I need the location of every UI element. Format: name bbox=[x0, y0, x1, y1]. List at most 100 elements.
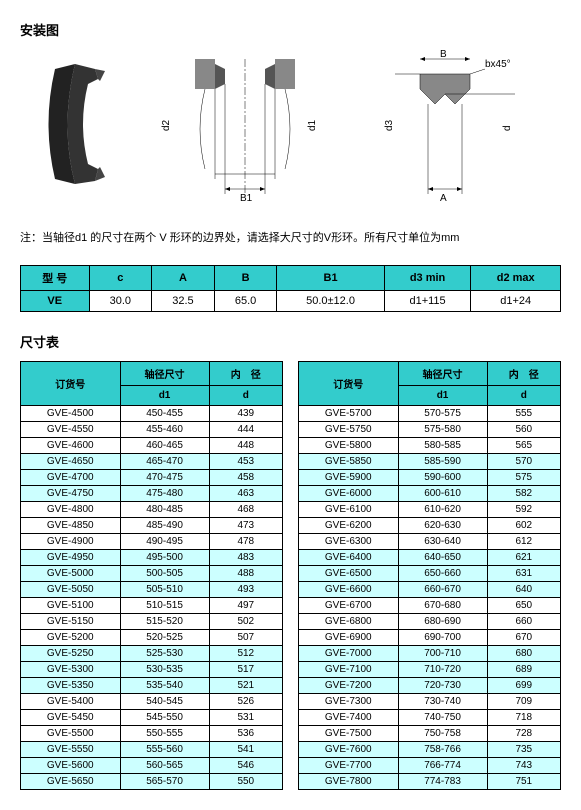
table-row: GVE-5400540-545526 bbox=[21, 694, 283, 710]
table-cell: 517 bbox=[209, 662, 282, 678]
spec-h-c: c bbox=[89, 266, 152, 291]
table-row: GVE-5650565-570550 bbox=[21, 774, 283, 790]
spec-h-A: A bbox=[152, 266, 215, 291]
spec-model: VE bbox=[21, 291, 90, 312]
table-row: GVE-5200520-525507 bbox=[21, 630, 283, 646]
table-cell: GVE-5150 bbox=[21, 614, 121, 630]
table-row: GVE-6800680-690660 bbox=[299, 614, 561, 630]
table-cell: 570 bbox=[487, 454, 560, 470]
table-cell: GVE-6400 bbox=[299, 550, 399, 566]
h-shaft: 轴径尺寸 bbox=[120, 362, 209, 386]
table-row: GVE-6200620-630602 bbox=[299, 518, 561, 534]
table-cell: GVE-5500 bbox=[21, 726, 121, 742]
table-cell: 473 bbox=[209, 518, 282, 534]
table-cell: GVE-5700 bbox=[299, 406, 399, 422]
table-cell: GVE-4800 bbox=[21, 502, 121, 518]
table-row: GVE-5750575-580560 bbox=[299, 422, 561, 438]
table-cell: GVE-5550 bbox=[21, 742, 121, 758]
table-row: GVE-7600758-766735 bbox=[299, 742, 561, 758]
table-cell: GVE-7200 bbox=[299, 678, 399, 694]
table-cell: GVE-5450 bbox=[21, 710, 121, 726]
table-cell: GVE-5200 bbox=[21, 630, 121, 646]
spec-d3min: d1+115 bbox=[384, 291, 471, 312]
table-row: GVE-5150515-520502 bbox=[21, 614, 283, 630]
table-cell: 670 bbox=[487, 630, 560, 646]
table-cell: 751 bbox=[487, 774, 560, 790]
table-row: GVE-5450545-550531 bbox=[21, 710, 283, 726]
table-cell: 510-515 bbox=[120, 598, 209, 614]
table-row: GVE-6500650-660631 bbox=[299, 566, 561, 582]
table-cell: 570-575 bbox=[398, 406, 487, 422]
table-cell: GVE-5300 bbox=[21, 662, 121, 678]
table-cell: 690-700 bbox=[398, 630, 487, 646]
table-cell: 650-660 bbox=[398, 566, 487, 582]
table-cell: GVE-4500 bbox=[21, 406, 121, 422]
table-cell: 640-650 bbox=[398, 550, 487, 566]
table-cell: GVE-5050 bbox=[21, 582, 121, 598]
table-cell: 493 bbox=[209, 582, 282, 598]
spec-c: 30.0 bbox=[89, 291, 152, 312]
table-cell: 766-774 bbox=[398, 758, 487, 774]
h-order: 订货号 bbox=[21, 362, 121, 406]
table-cell: 458 bbox=[209, 470, 282, 486]
table-cell: 468 bbox=[209, 502, 282, 518]
table-cell: 478 bbox=[209, 534, 282, 550]
table-cell: 735 bbox=[487, 742, 560, 758]
table-row: GVE-4950495-500483 bbox=[21, 550, 283, 566]
table-row: GVE-6900690-700670 bbox=[299, 630, 561, 646]
table-cell: GVE-6000 bbox=[299, 486, 399, 502]
table-cell: GVE-7400 bbox=[299, 710, 399, 726]
table-row: GVE-6400640-650621 bbox=[299, 550, 561, 566]
table-cell: GVE-5650 bbox=[21, 774, 121, 790]
spec-h-d3min: d3 min bbox=[384, 266, 471, 291]
table-cell: 575-580 bbox=[398, 422, 487, 438]
table-cell: 640 bbox=[487, 582, 560, 598]
table-row: GVE-5350535-540521 bbox=[21, 678, 283, 694]
table-cell: 620-630 bbox=[398, 518, 487, 534]
table-row: GVE-4800480-485468 bbox=[21, 502, 283, 518]
table-cell: GVE-6500 bbox=[299, 566, 399, 582]
h-id-sub: d bbox=[487, 386, 560, 406]
table-cell: GVE-4700 bbox=[21, 470, 121, 486]
table-row: GVE-4500450-455439 bbox=[21, 406, 283, 422]
table-cell: 720-730 bbox=[398, 678, 487, 694]
table-cell: 565 bbox=[487, 438, 560, 454]
cross-section-icon: d2 d1 B1 bbox=[155, 49, 355, 209]
spec-h-B1: B1 bbox=[277, 266, 384, 291]
table-cell: GVE-7300 bbox=[299, 694, 399, 710]
table-cell: GVE-6200 bbox=[299, 518, 399, 534]
table-row: GVE-6300630-640612 bbox=[299, 534, 561, 550]
table-cell: 500-505 bbox=[120, 566, 209, 582]
table-cell: 512 bbox=[209, 646, 282, 662]
table-cell: GVE-5350 bbox=[21, 678, 121, 694]
table-cell: GVE-5800 bbox=[299, 438, 399, 454]
note-text: 注：当轴径d1 的尺寸在两个 V 形环的边界处，请选择大尺寸的V形环。所有尺寸单… bbox=[20, 229, 561, 245]
table-row: GVE-6100610-620592 bbox=[299, 502, 561, 518]
table-row: GVE-7300730-740709 bbox=[299, 694, 561, 710]
table-cell: 490-495 bbox=[120, 534, 209, 550]
table-cell: GVE-4550 bbox=[21, 422, 121, 438]
A-label: A bbox=[440, 193, 447, 204]
table-row: GVE-4900490-495478 bbox=[21, 534, 283, 550]
table-cell: 480-485 bbox=[120, 502, 209, 518]
table-row: GVE-4700470-475458 bbox=[21, 470, 283, 486]
h-id: 内 径 bbox=[209, 362, 282, 386]
table-cell: 550 bbox=[209, 774, 282, 790]
table-cell: GVE-6600 bbox=[299, 582, 399, 598]
table-row: GVE-5300530-535517 bbox=[21, 662, 283, 678]
table-cell: 550-555 bbox=[120, 726, 209, 742]
d3-label: d3 bbox=[384, 119, 395, 131]
table-cell: 709 bbox=[487, 694, 560, 710]
table-row: GVE-6700670-680650 bbox=[299, 598, 561, 614]
table-cell: 660 bbox=[487, 614, 560, 630]
table-cell: GVE-4600 bbox=[21, 438, 121, 454]
table-cell: 448 bbox=[209, 438, 282, 454]
table-cell: 495-500 bbox=[120, 550, 209, 566]
install-title: 安装图 bbox=[20, 20, 561, 39]
table-cell: GVE-7600 bbox=[299, 742, 399, 758]
table-cell: 560 bbox=[487, 422, 560, 438]
profile-icon: B bx45° A d3 d bbox=[360, 49, 540, 209]
table-cell: 740-750 bbox=[398, 710, 487, 726]
spec-table: 型 号 c A B B1 d3 min d2 max VE 30.0 32.5 … bbox=[20, 265, 561, 312]
table-row: GVE-7200720-730699 bbox=[299, 678, 561, 694]
